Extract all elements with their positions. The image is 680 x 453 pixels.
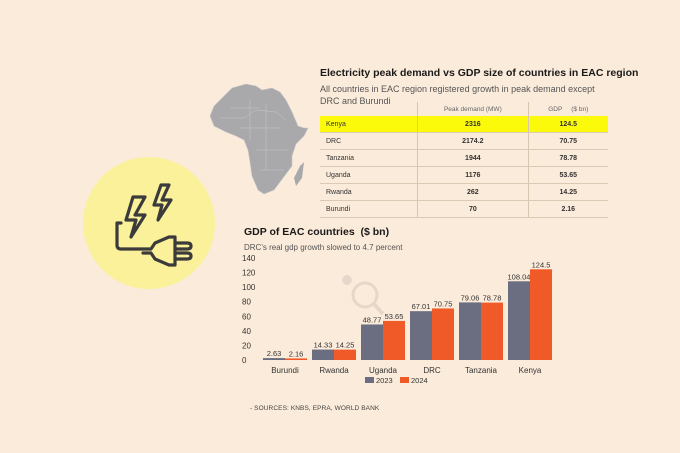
data-label: 14.25 [336, 341, 355, 350]
gdp-cell: 14.25 [527, 183, 608, 201]
x-tick-label: Uganda [369, 366, 398, 375]
y-tick-label: 60 [242, 312, 251, 321]
bar-2024-tanzania [481, 302, 503, 360]
header-country [320, 102, 418, 116]
legend-label: 2024 [411, 376, 428, 385]
header-gdp: GDP ($ bn) [527, 102, 608, 116]
peak-demand-cell: 1176 [417, 166, 528, 184]
peak-demand-cell: 1944 [417, 149, 528, 167]
data-label: 14.33 [314, 341, 333, 350]
y-tick-label: 0 [242, 356, 247, 365]
data-label: 2.63 [267, 349, 282, 358]
sources-note: - SOURCES: KNBS, EPRA, WORLD BANK [250, 405, 380, 412]
country-cell: Burundi [320, 200, 418, 218]
bar-2024-drc [432, 308, 454, 360]
africa-map [209, 83, 309, 195]
chart-subtitle: DRC's real gdp growth slowed to 4.7 perc… [244, 243, 403, 252]
watermark-logo [342, 275, 385, 316]
x-tick-label: DRC [423, 366, 441, 375]
gdp-cell: 124.5 [527, 116, 608, 133]
bar-2023-tanzania [459, 302, 481, 360]
data-label: 48.77 [363, 315, 382, 324]
peak-demand-cell: 2174.2 [417, 132, 528, 150]
table-row: DRC 2174.2 70.75 [320, 132, 608, 150]
data-label: 2.16 [289, 349, 304, 358]
x-tick-label: Rwanda [319, 366, 349, 375]
bar-2024-burundi [285, 358, 307, 360]
bar-2023-burundi [263, 358, 285, 360]
data-label: 78.78 [483, 294, 502, 303]
data-label: 67.01 [412, 302, 431, 311]
data-label: 108.04 [508, 272, 531, 281]
country-cell: Tanzania [320, 149, 418, 167]
table-row: Rwanda 262 14.25 [320, 183, 608, 201]
data-label: 124.5 [532, 260, 551, 269]
bar-2024-uganda [383, 320, 405, 360]
bar-2023-uganda [361, 324, 383, 360]
bar-2023-kenya [508, 281, 530, 360]
y-tick-label: 80 [242, 298, 251, 307]
table-subtitle: All countries in EAC region registered g… [320, 84, 595, 106]
electric-plug-lightning-icon [115, 183, 193, 267]
legend-swatch-2024 [400, 377, 409, 383]
y-tick-label: 120 [242, 269, 256, 278]
gdp-bar-chart: 0 20 40 60 80 100 120 140 2.63 2.16 Burundi 14.33 14… [242, 254, 552, 385]
peak-demand-cell: 262 [417, 183, 528, 201]
table-title: Electricity peak demand vs GDP size of c… [320, 67, 639, 79]
y-tick-label: 100 [242, 283, 256, 292]
legend-swatch-2023 [365, 377, 374, 383]
peak-demand-cell: 70 [417, 200, 528, 218]
gdp-cell: 53.65 [527, 166, 608, 184]
country-cell: Rwanda [320, 183, 418, 201]
data-label: 79.06 [461, 293, 480, 302]
data-label: 53.65 [385, 312, 404, 321]
gdp-cell: 78.78 [527, 149, 608, 167]
y-tick-label: 40 [242, 327, 251, 336]
gdp-cell: 70.75 [527, 132, 608, 150]
peak-demand-cell: 2316 [417, 116, 528, 133]
data-label: 70.75 [434, 299, 453, 308]
peak-demand-gdp-table: Peak demand (MW) GDP ($ bn) Kenya 2316 124… [320, 102, 608, 218]
table-row: Uganda 1176 53.65 [320, 166, 608, 184]
y-tick-label: 20 [242, 341, 251, 350]
y-tick-label: 140 [242, 254, 256, 263]
bar-2024-rwanda [334, 349, 356, 360]
country-cell: DRC [320, 132, 418, 150]
country-cell: Kenya [320, 116, 418, 133]
header-peak-demand: Peak demand (MW) [417, 102, 528, 116]
bar-2023-drc [410, 311, 432, 360]
country-cell: Uganda [320, 166, 418, 184]
icon-circle-background [83, 157, 215, 289]
bar-2024-kenya [530, 269, 552, 360]
table-row: Burundi 70 2.16 [320, 200, 608, 218]
legend-label: 2023 [376, 376, 393, 385]
table-header-row: Peak demand (MW) GDP ($ bn) [320, 102, 608, 116]
table-row: Kenya 2316 124.5 [320, 116, 608, 133]
chart-title: GDP of EAC countries ($ bn) [244, 226, 390, 238]
table-row: Tanzania 1944 78.78 [320, 149, 608, 167]
x-tick-label: Burundi [271, 366, 299, 375]
x-tick-label: Tanzania [465, 366, 498, 375]
gdp-cell: 2.16 [527, 200, 608, 218]
bar-2023-rwanda [312, 349, 334, 360]
x-tick-label: Kenya [519, 366, 542, 375]
